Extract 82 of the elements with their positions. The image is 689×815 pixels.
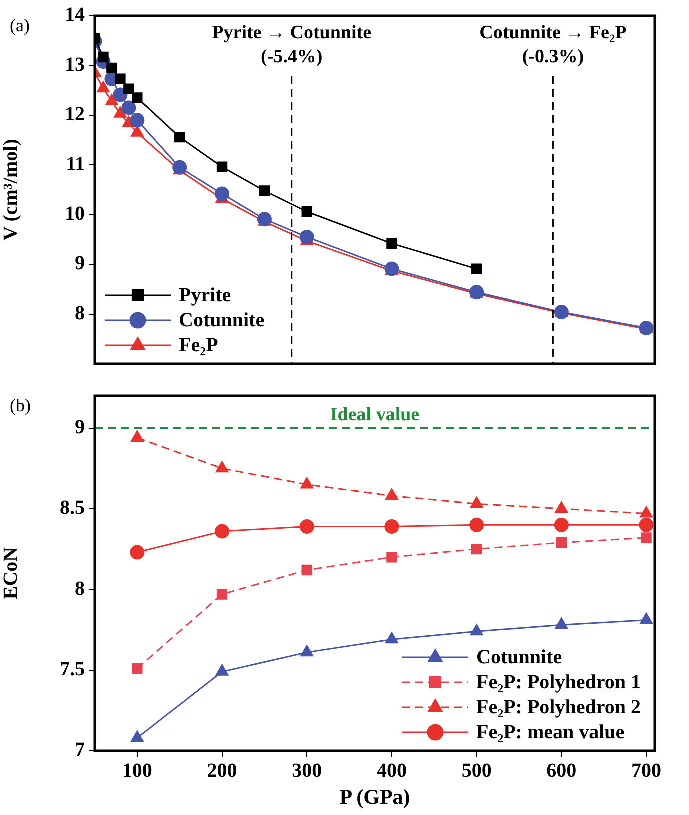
point — [640, 613, 653, 624]
legend-label: Pyrite — [179, 284, 232, 307]
point — [470, 518, 484, 532]
legend-label: Cotunnite — [476, 646, 562, 669]
y-tick-label: 10 — [65, 203, 85, 226]
point — [556, 537, 568, 548]
x-tick-label: 300 — [292, 760, 322, 782]
point — [106, 94, 118, 106]
point — [300, 478, 314, 489]
point — [122, 100, 136, 116]
legend-label: Fe₂P: mean value — [476, 722, 625, 744]
text: (a) — [10, 16, 30, 36]
x-tick-label: 400 — [376, 760, 407, 782]
point — [471, 264, 482, 274]
ref-line-label: Pyrite → Cotunnite (-5.4%) — [212, 22, 372, 68]
x-tick-label: 600 — [546, 760, 577, 782]
point — [216, 461, 229, 473]
point — [640, 506, 653, 518]
point — [300, 645, 314, 657]
y-tick-label: 14 — [65, 4, 85, 26]
point — [172, 160, 188, 175]
point — [215, 186, 230, 202]
x-tick-label: 500 — [462, 760, 492, 782]
point — [131, 730, 144, 742]
text: (b) — [10, 396, 31, 416]
y-tick-label: 9 — [75, 416, 85, 438]
y-axis-title: ECoN — [0, 546, 22, 600]
point — [470, 624, 484, 636]
point — [216, 589, 228, 600]
point — [302, 206, 312, 218]
x-axis-title: P (GPa) — [340, 784, 410, 809]
legend-label: Fe₂P — [179, 334, 218, 357]
point — [115, 74, 126, 84]
point — [132, 92, 143, 104]
point — [386, 552, 398, 563]
legend-label: Fe₂P: Polyhedron 1 — [476, 672, 642, 694]
point — [302, 564, 312, 576]
y-tick-label: 8.5 — [60, 497, 85, 520]
point — [131, 430, 144, 442]
point — [555, 502, 568, 513]
x-tick-label: 200 — [207, 760, 238, 782]
y-tick-label: 7 — [75, 739, 85, 762]
point — [300, 230, 314, 244]
point — [97, 81, 110, 93]
point — [216, 664, 229, 676]
point — [641, 532, 652, 544]
point — [114, 106, 127, 118]
legend-label: Cotunnite — [179, 310, 265, 332]
point — [300, 519, 314, 534]
y-tick-label: 11 — [66, 153, 85, 176]
point — [386, 632, 398, 644]
point — [124, 84, 134, 94]
point — [471, 544, 482, 555]
y-tick-label: 12 — [65, 104, 85, 126]
point — [113, 88, 128, 102]
point — [174, 132, 186, 143]
y-tick-label: 9 — [75, 252, 85, 275]
point — [384, 519, 400, 534]
point — [639, 518, 654, 532]
ref-line-label: Ideal value — [330, 404, 420, 426]
x-tick-label: 700 — [632, 760, 662, 782]
y-tick-label: 8 — [75, 578, 85, 600]
point — [470, 496, 484, 508]
x-tick-label: 100 — [122, 760, 152, 782]
point — [215, 524, 230, 539]
point — [132, 663, 143, 674]
ref-line-label: Cotunnite → Fe₂P (-0.3%) — [480, 22, 628, 68]
legend-label: Fe₂P: Polyhedron 2 — [476, 696, 642, 719]
y-tick-label: 7.5 — [60, 658, 85, 680]
point — [259, 186, 270, 196]
y-tick-label: 13 — [65, 54, 85, 76]
point — [386, 238, 398, 250]
point — [130, 545, 145, 560]
point — [386, 488, 398, 500]
y-axis-title: V (cm³/mol) — [0, 139, 22, 241]
point — [554, 518, 569, 532]
point — [216, 162, 228, 172]
y-tick-label: 8 — [75, 302, 85, 324]
point — [555, 618, 568, 630]
point — [554, 305, 569, 320]
point — [130, 113, 145, 128]
point — [106, 62, 118, 74]
